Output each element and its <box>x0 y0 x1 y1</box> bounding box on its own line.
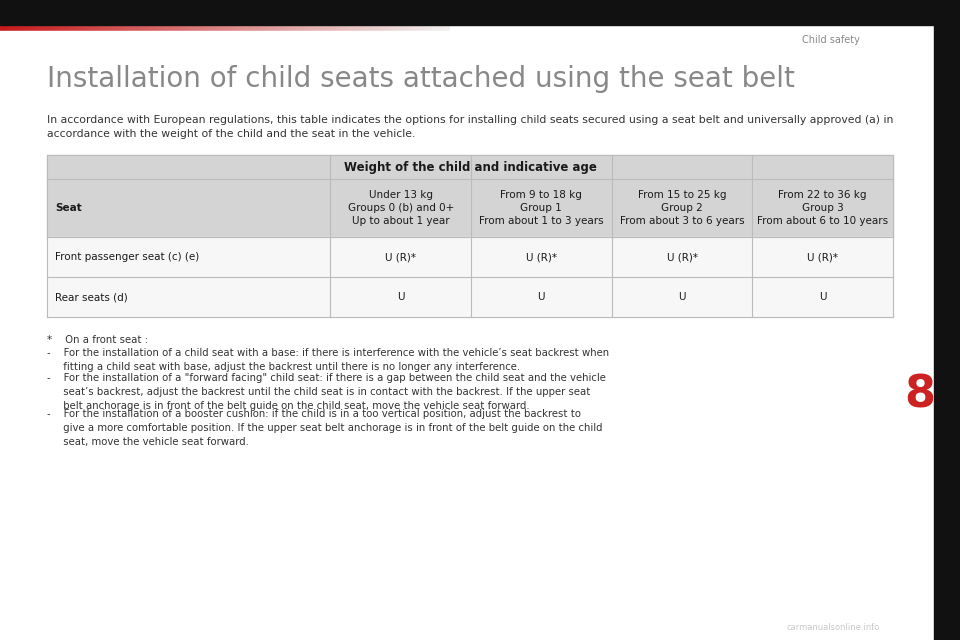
Bar <box>612 237 753 277</box>
Bar <box>612 277 753 317</box>
Bar <box>471 237 612 277</box>
Bar <box>0 0 934 25</box>
Text: Seat: Seat <box>55 203 82 213</box>
Text: -    For the installation of a child seat with a base: if there is interference : - For the installation of a child seat w… <box>47 348 610 372</box>
Bar <box>471 179 612 237</box>
Bar <box>47 277 330 317</box>
Text: Under 13 kg
Groups 0 (b) and 0+
Up to about 1 year: Under 13 kg Groups 0 (b) and 0+ Up to ab… <box>348 190 454 226</box>
Text: -    For the installation of a "forward facing" child seat: if there is a gap be: - For the installation of a "forward fac… <box>47 373 606 411</box>
Bar <box>47 155 893 179</box>
Bar <box>753 179 893 237</box>
Bar <box>330 277 471 317</box>
Bar <box>47 179 330 237</box>
Text: U (R)*: U (R)* <box>666 252 698 262</box>
Text: *    On a front seat :: * On a front seat : <box>47 335 148 345</box>
Text: Front passenger seat (c) (e): Front passenger seat (c) (e) <box>55 252 200 262</box>
Bar <box>934 0 960 640</box>
Text: U: U <box>538 292 545 302</box>
Bar <box>330 179 471 237</box>
Text: Weight of the child and indicative age: Weight of the child and indicative age <box>344 161 596 173</box>
Text: 8: 8 <box>904 374 935 417</box>
Bar <box>753 277 893 317</box>
Bar <box>471 277 612 317</box>
Text: U (R)*: U (R)* <box>807 252 838 262</box>
Text: U: U <box>396 292 404 302</box>
Text: carmanualsonline.info: carmanualsonline.info <box>786 623 880 632</box>
Bar <box>47 237 330 277</box>
Text: U: U <box>819 292 827 302</box>
Bar <box>612 179 753 237</box>
Text: U: U <box>679 292 685 302</box>
Text: Installation of child seats attached using the seat belt: Installation of child seats attached usi… <box>47 65 795 93</box>
Text: Child safety: Child safety <box>803 35 860 45</box>
Bar <box>753 237 893 277</box>
Text: From 9 to 18 kg
Group 1
From about 1 to 3 years: From 9 to 18 kg Group 1 From about 1 to … <box>479 190 604 226</box>
Text: From 22 to 36 kg
Group 3
From about 6 to 10 years: From 22 to 36 kg Group 3 From about 6 to… <box>757 190 888 226</box>
Text: U (R)*: U (R)* <box>526 252 557 262</box>
Text: From 15 to 25 kg
Group 2
From about 3 to 6 years: From 15 to 25 kg Group 2 From about 3 to… <box>620 190 744 226</box>
Bar <box>330 237 471 277</box>
Text: In accordance with European regulations, this table indicates the options for in: In accordance with European regulations,… <box>47 115 894 140</box>
Text: -    For the installation of a booster cushion: if the child is in a too vertica: - For the installation of a booster cush… <box>47 409 603 447</box>
Text: U (R)*: U (R)* <box>385 252 417 262</box>
Text: Rear seats (d): Rear seats (d) <box>55 292 128 302</box>
